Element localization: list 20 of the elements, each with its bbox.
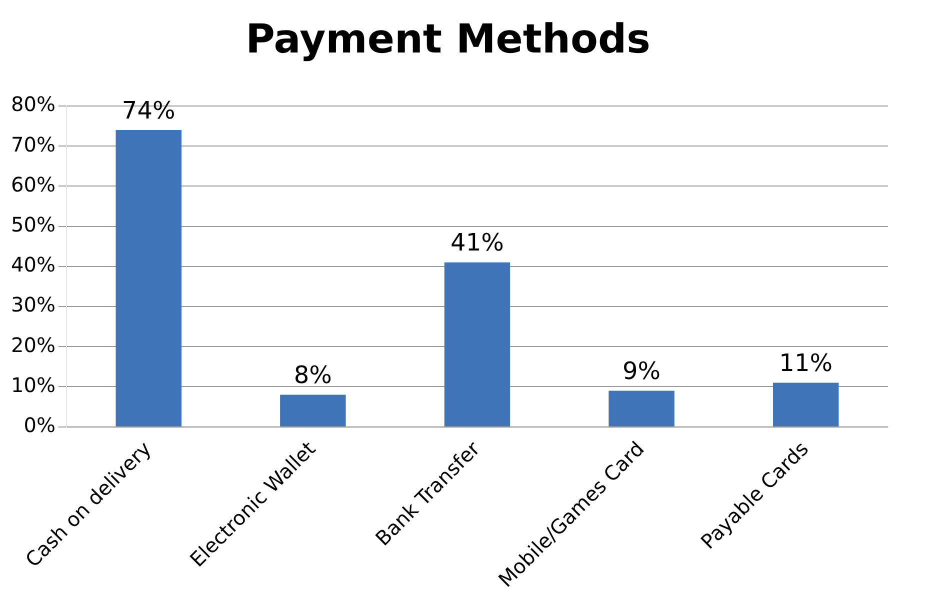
- y-tick-label: 30%: [11, 292, 56, 317]
- bar: [608, 390, 674, 426]
- bar: [116, 130, 182, 426]
- y-tick-label: 50%: [11, 212, 56, 237]
- data-label: 41%: [450, 228, 504, 257]
- chart-title: Payment Methods: [246, 16, 650, 62]
- y-tick-label: 20%: [11, 332, 56, 357]
- y-tick-label: 60%: [11, 172, 56, 196]
- bar: [444, 262, 510, 426]
- data-label: 11%: [779, 348, 833, 377]
- data-label: 74%: [122, 96, 176, 124]
- y-tick-label: 80%: [11, 92, 56, 116]
- data-label: 8%: [294, 360, 332, 389]
- y-tick-label: 40%: [11, 252, 56, 277]
- bar: [772, 382, 839, 426]
- y-tick-label: 0%: [24, 413, 56, 438]
- y-tick-label: 10%: [11, 372, 56, 397]
- bar: [280, 394, 346, 426]
- y-tick-label: 70%: [11, 132, 56, 156]
- data-label: 9%: [622, 356, 661, 385]
